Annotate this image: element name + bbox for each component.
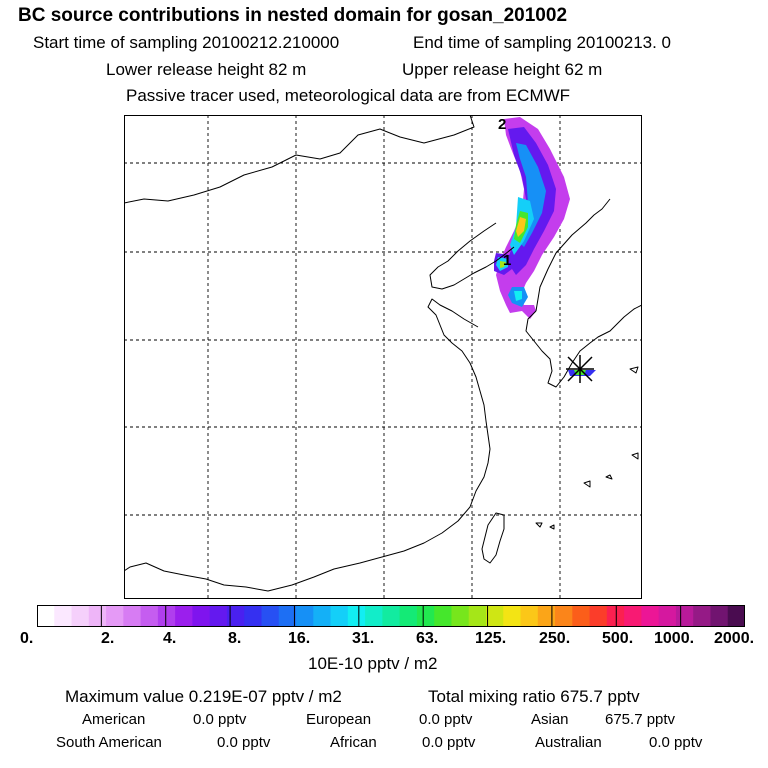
colorbar-swatch — [727, 605, 745, 627]
colorbar-swatch — [434, 605, 453, 627]
australian-value: 0.0 pptv — [649, 734, 703, 751]
colorbar-tick-1: 2. — [101, 630, 115, 647]
asian-label: Asian — [531, 711, 569, 728]
colorbar-swatch — [330, 605, 349, 627]
colorbar-tick-11: 2000. — [714, 630, 755, 647]
colorbar-tick-8: 250. — [539, 630, 571, 647]
european-label: European — [306, 711, 372, 728]
colorbar-swatch — [106, 605, 124, 627]
colorbar-swatch — [296, 605, 314, 627]
maximum-value: Maximum value 0.219E-07 pptv / m2 — [65, 687, 342, 706]
colorbar-swatch — [572, 605, 591, 627]
colorbar-swatch — [675, 605, 694, 627]
colorbar-swatch — [226, 605, 245, 627]
colorbar-tick-4: 16. — [288, 630, 311, 647]
upper-release-height: Upper release height 62 m — [402, 60, 603, 79]
australian-label: Australian — [535, 734, 602, 751]
asian-value: 675.7 pptv — [605, 711, 676, 728]
receptor-marker — [566, 355, 596, 383]
european-value: 0.0 pptv — [419, 711, 473, 728]
colorbar-swatch — [693, 605, 712, 627]
total-mixing-ratio: Total mixing ratio 675.7 pptv — [428, 687, 640, 706]
colorbar-swatch — [37, 605, 55, 627]
sampling-end-time: End time of sampling 20100213. 0 — [413, 33, 672, 52]
south-american-value: 0.0 pptv — [217, 734, 271, 751]
colorbar-frame — [37, 605, 745, 627]
sampling-start-time: Start time of sampling 20100212.210000 — [33, 33, 340, 52]
colorbar-unit-label: 10E-10 pptv / m2 — [308, 654, 438, 673]
colorbar-swatch — [537, 605, 556, 627]
tracer-plume — [494, 117, 570, 319]
colorbar-tick-2: 4. — [163, 630, 177, 647]
coastlines — [124, 115, 642, 592]
colorbar-swatch — [451, 605, 470, 627]
colorbar-tick-6: 63. — [416, 630, 439, 647]
colorbar-swatch — [123, 605, 142, 627]
american-label: American — [82, 711, 146, 728]
tracer-note: Passive tracer used, meteorological data… — [126, 86, 571, 105]
colorbar-swatch — [485, 605, 504, 627]
colorbar-swatch — [399, 605, 418, 627]
colorbar-swatch — [624, 605, 642, 627]
colorbar-swatch — [416, 605, 435, 627]
colorbar-swatch — [278, 605, 297, 627]
map-panel: 2 1 — [124, 115, 642, 599]
colorbar-swatch — [244, 605, 263, 627]
colorbar-swatch — [71, 605, 90, 627]
colorbar-swatch — [710, 605, 729, 627]
colorbar-tick-3: 8. — [228, 630, 242, 647]
colorbar-swatch — [589, 605, 608, 627]
map-frame — [124, 115, 642, 599]
colorbar-swatch — [261, 605, 280, 627]
colorbar-swatch — [503, 605, 522, 627]
south-american-label: South American — [56, 734, 162, 751]
plume-label-2: 2 — [498, 116, 506, 133]
plot-title: BC source contributions in nested domain… — [18, 5, 568, 26]
colorbar-swatch — [382, 605, 401, 627]
colorbar-swatch — [555, 605, 573, 627]
african-label: African — [330, 734, 377, 751]
lower-release-height: Lower release height 82 m — [106, 60, 307, 79]
colorbar-tick-0: 0. — [20, 630, 34, 647]
colorbar-swatch — [347, 605, 366, 627]
colorbar-tick-5: 31. — [352, 630, 375, 647]
african-value: 0.0 pptv — [422, 734, 476, 751]
colorbar-swatch — [88, 605, 107, 627]
colorbar-tick-7: 125. — [475, 630, 507, 647]
colorbar-tick-9: 500. — [602, 630, 634, 647]
colorbar-tick-10: 1000. — [654, 630, 695, 647]
colorbar-swatch — [175, 605, 194, 627]
colorbar-swatch — [520, 605, 539, 627]
colorbar-swatch — [157, 605, 176, 627]
colorbar-swatch — [192, 605, 211, 627]
colorbar-swatch — [54, 605, 73, 627]
colorbar-swatch — [140, 605, 159, 627]
american-value: 0.0 pptv — [193, 711, 247, 728]
colorbar — [37, 605, 745, 627]
colorbar-swatch — [365, 605, 383, 627]
plume-label-1: 1 — [503, 252, 511, 269]
graticule — [124, 115, 642, 599]
colorbar-swatch — [658, 605, 677, 627]
colorbar-swatch — [313, 605, 332, 627]
colorbar-swatch — [209, 605, 228, 627]
colorbar-swatch — [641, 605, 660, 627]
colorbar-swatch — [468, 605, 487, 627]
